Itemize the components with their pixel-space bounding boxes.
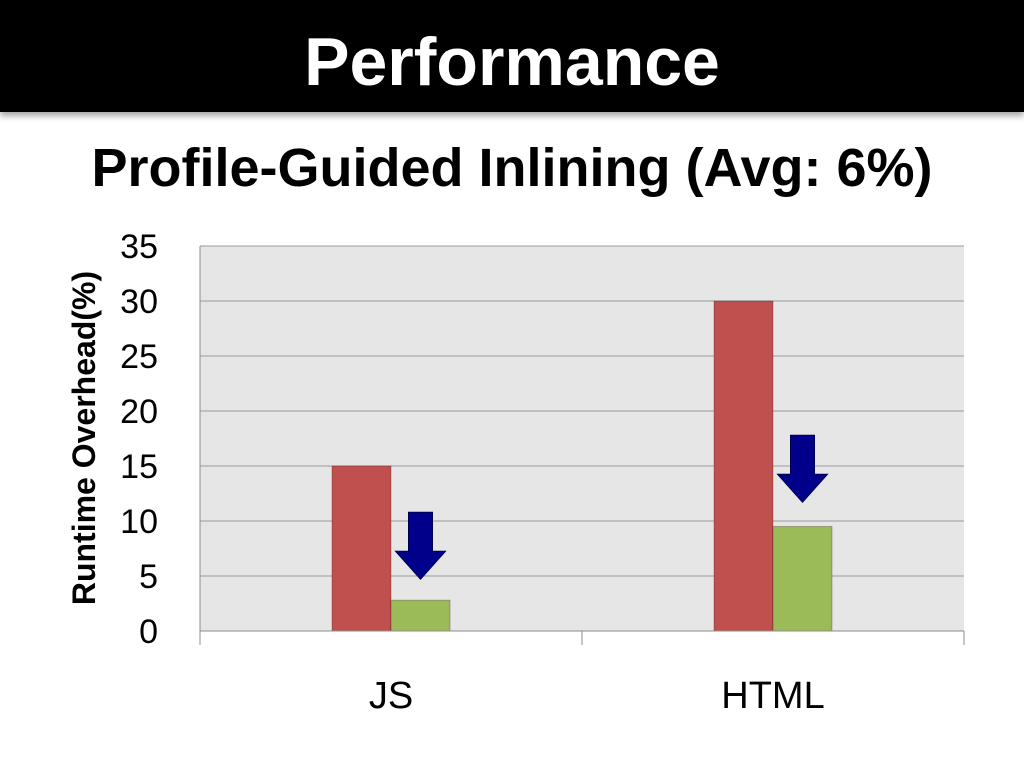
y-tick-labels: 0 5 10 15 20 25 30 35 (120, 228, 158, 651)
x-tick-label: JS (369, 675, 413, 717)
y-tick-label: 5 (139, 558, 158, 596)
chart-title: Profile-Guided Inlining (Avg: 6%) (91, 138, 933, 198)
down-arrow-icon (394, 511, 447, 581)
down-arrow-icon (776, 434, 829, 504)
y-tick-label: 0 (139, 613, 158, 651)
y-tick-label: 20 (120, 393, 158, 431)
slide-title: Performance (304, 24, 720, 100)
bar (331, 465, 392, 632)
x-tick-label: HTML (721, 675, 824, 717)
title-bar (0, 0, 1024, 112)
y-tick-label: 30 (120, 283, 158, 321)
bar (390, 599, 451, 632)
bar (713, 300, 774, 632)
annotation-arrows (394, 434, 829, 581)
y-tick-label: 35 (120, 228, 158, 266)
y-tick-label: 10 (120, 503, 158, 541)
plot-area (200, 246, 964, 631)
bars (331, 300, 833, 632)
y-tick-label: 25 (120, 338, 158, 376)
bar (772, 526, 833, 632)
y-axis-label: Runtime Overhead(%) (66, 271, 102, 605)
y-tick-label: 15 (120, 448, 158, 486)
axes (199, 246, 965, 645)
x-tick-labels: JS HTML (369, 675, 825, 717)
